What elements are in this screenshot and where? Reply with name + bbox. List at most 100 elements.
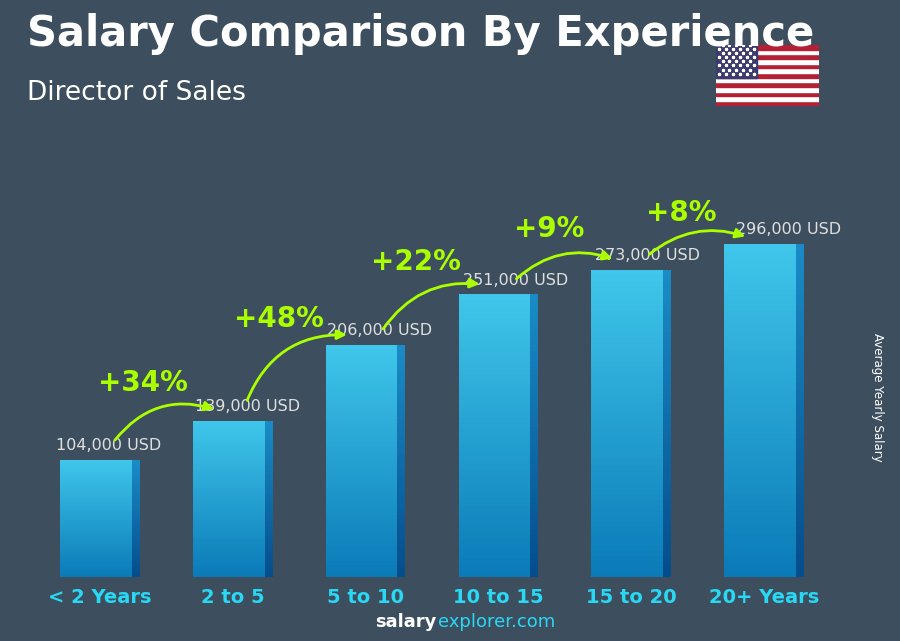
- Bar: [724, 421, 796, 428]
- Bar: [132, 538, 140, 540]
- Bar: [60, 503, 132, 505]
- Bar: [326, 369, 398, 372]
- Bar: [132, 508, 140, 511]
- Bar: [193, 535, 265, 538]
- Bar: [796, 388, 804, 394]
- Bar: [60, 528, 132, 530]
- Bar: [724, 305, 796, 311]
- Bar: [265, 543, 273, 545]
- Bar: [663, 428, 671, 434]
- Bar: [265, 428, 273, 431]
- Bar: [326, 419, 398, 422]
- Bar: [265, 499, 273, 501]
- Bar: [591, 520, 663, 526]
- Bar: [716, 45, 819, 49]
- Bar: [265, 524, 273, 528]
- Bar: [193, 553, 265, 556]
- Bar: [459, 487, 530, 492]
- Bar: [530, 483, 538, 488]
- Bar: [796, 427, 804, 433]
- Bar: [60, 565, 132, 567]
- Bar: [663, 459, 671, 465]
- Bar: [132, 503, 140, 505]
- Bar: [530, 469, 538, 474]
- Bar: [132, 530, 140, 532]
- Bar: [60, 479, 132, 481]
- Bar: [326, 492, 398, 496]
- Bar: [724, 438, 796, 444]
- Bar: [193, 494, 265, 496]
- Bar: [326, 407, 398, 411]
- Bar: [265, 517, 273, 520]
- Bar: [459, 478, 530, 483]
- Bar: [530, 515, 538, 520]
- Bar: [459, 328, 530, 333]
- Bar: [326, 345, 398, 349]
- Bar: [132, 575, 140, 577]
- Bar: [530, 478, 538, 483]
- Bar: [591, 346, 663, 352]
- Bar: [265, 558, 273, 562]
- Bar: [796, 543, 804, 549]
- Bar: [326, 488, 398, 492]
- Bar: [796, 449, 804, 455]
- Bar: [193, 519, 265, 522]
- Bar: [193, 571, 265, 574]
- Bar: [326, 465, 398, 469]
- Bar: [530, 463, 538, 469]
- Bar: [663, 270, 671, 276]
- Bar: [398, 449, 405, 454]
- Bar: [530, 449, 538, 454]
- Bar: [591, 296, 663, 301]
- Bar: [193, 483, 265, 486]
- Bar: [60, 526, 132, 528]
- Bar: [326, 411, 398, 415]
- Text: 296,000 USD: 296,000 USD: [736, 222, 842, 237]
- Bar: [132, 522, 140, 524]
- Bar: [530, 529, 538, 535]
- Bar: [326, 426, 398, 430]
- Bar: [591, 535, 663, 541]
- Bar: [716, 92, 819, 96]
- Bar: [530, 525, 538, 530]
- Bar: [724, 394, 796, 399]
- Bar: [398, 557, 405, 562]
- Bar: [193, 517, 265, 520]
- Bar: [663, 397, 671, 403]
- Bar: [796, 272, 804, 278]
- Bar: [265, 447, 273, 449]
- Bar: [132, 460, 140, 462]
- Bar: [132, 561, 140, 563]
- Bar: [716, 63, 819, 69]
- Bar: [663, 321, 671, 326]
- Bar: [398, 499, 405, 504]
- Bar: [530, 318, 538, 323]
- Bar: [60, 555, 132, 558]
- Bar: [398, 507, 405, 512]
- Bar: [724, 427, 796, 433]
- Bar: [398, 565, 405, 569]
- Bar: [326, 469, 398, 473]
- Bar: [326, 561, 398, 565]
- Bar: [530, 562, 538, 567]
- Bar: [724, 299, 796, 306]
- Bar: [60, 468, 132, 470]
- Text: +34%: +34%: [97, 369, 187, 397]
- Bar: [60, 547, 132, 549]
- Bar: [193, 566, 265, 569]
- Bar: [60, 508, 132, 511]
- Bar: [398, 349, 405, 353]
- Bar: [796, 288, 804, 294]
- Bar: [530, 553, 538, 558]
- Bar: [724, 510, 796, 516]
- Bar: [716, 59, 819, 63]
- Bar: [724, 565, 796, 571]
- Bar: [591, 285, 663, 291]
- Bar: [591, 301, 663, 306]
- Bar: [796, 321, 804, 328]
- Bar: [398, 372, 405, 376]
- Bar: [193, 465, 265, 468]
- Bar: [265, 535, 273, 538]
- Bar: [326, 499, 398, 504]
- Bar: [60, 462, 132, 464]
